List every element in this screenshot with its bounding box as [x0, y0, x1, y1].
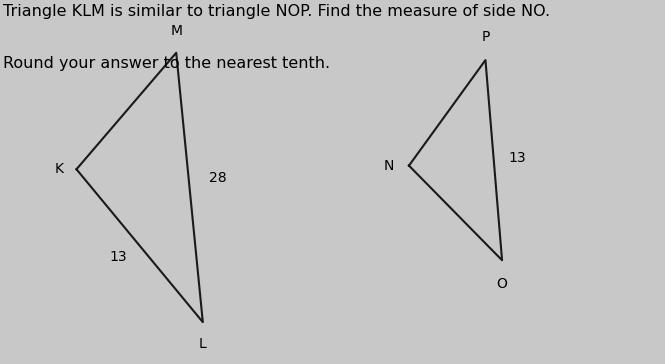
Text: N: N — [384, 159, 394, 173]
Text: P: P — [481, 31, 489, 44]
Text: 13: 13 — [509, 151, 527, 165]
Text: Round your answer to the nearest tenth.: Round your answer to the nearest tenth. — [3, 56, 331, 71]
Text: O: O — [497, 277, 507, 290]
Text: M: M — [170, 24, 182, 38]
Text: K: K — [54, 162, 63, 176]
Text: 13: 13 — [110, 250, 127, 264]
Text: L: L — [199, 337, 207, 351]
Text: 28: 28 — [209, 171, 227, 185]
Text: Triangle KLM is similar to triangle NOP. Find the measure of side NO.: Triangle KLM is similar to triangle NOP.… — [3, 4, 551, 19]
